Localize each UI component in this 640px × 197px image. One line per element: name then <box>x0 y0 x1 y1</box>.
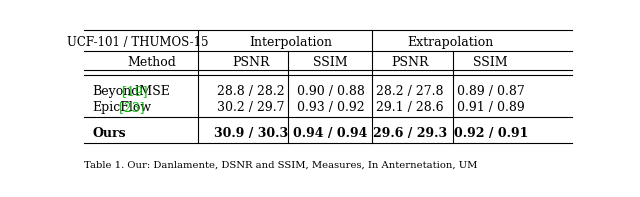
Text: UCF-101 / THUMOS-15: UCF-101 / THUMOS-15 <box>67 36 208 49</box>
Text: 0.92 / 0.91: 0.92 / 0.91 <box>454 127 528 140</box>
Text: EpicFlow [23]: EpicFlow [23] <box>92 101 181 114</box>
Text: PSNR: PSNR <box>391 56 429 69</box>
Text: 0.91 / 0.89: 0.91 / 0.89 <box>457 101 525 114</box>
Text: 29.6 / 29.3: 29.6 / 29.3 <box>372 127 447 140</box>
Text: BeyondMSE [19]: BeyondMSE [19] <box>92 85 200 98</box>
Text: PSNR: PSNR <box>232 56 270 69</box>
Text: EpicFlow: EpicFlow <box>92 101 152 114</box>
Text: 0.94 / 0.94: 0.94 / 0.94 <box>293 127 367 140</box>
Text: Interpolation: Interpolation <box>250 36 332 49</box>
Text: [19]: [19] <box>118 85 148 98</box>
Text: Extrapolation: Extrapolation <box>408 36 493 49</box>
Text: SSIM: SSIM <box>313 56 348 69</box>
Text: Method: Method <box>127 56 177 69</box>
Text: 0.93 / 0.92: 0.93 / 0.92 <box>297 101 364 114</box>
Text: BeyondMSE: BeyondMSE <box>92 85 170 98</box>
Text: 0.90 / 0.88: 0.90 / 0.88 <box>296 85 364 98</box>
Text: 30.9 / 30.3: 30.9 / 30.3 <box>214 127 288 140</box>
Text: SSIM: SSIM <box>474 56 508 69</box>
Text: Ours: Ours <box>92 127 126 140</box>
Text: [23]: [23] <box>115 101 145 114</box>
Text: 28.2 / 27.8: 28.2 / 27.8 <box>376 85 444 98</box>
Text: 0.89 / 0.87: 0.89 / 0.87 <box>457 85 525 98</box>
Text: 30.2 / 29.7: 30.2 / 29.7 <box>218 101 285 114</box>
Text: 28.8 / 28.2: 28.8 / 28.2 <box>218 85 285 98</box>
Text: Table 1. Our: Danlamente, DSNR and SSIM, Measures, In Anternetation, UM: Table 1. Our: Danlamente, DSNR and SSIM,… <box>84 161 477 170</box>
Text: 29.1 / 28.6: 29.1 / 28.6 <box>376 101 444 114</box>
